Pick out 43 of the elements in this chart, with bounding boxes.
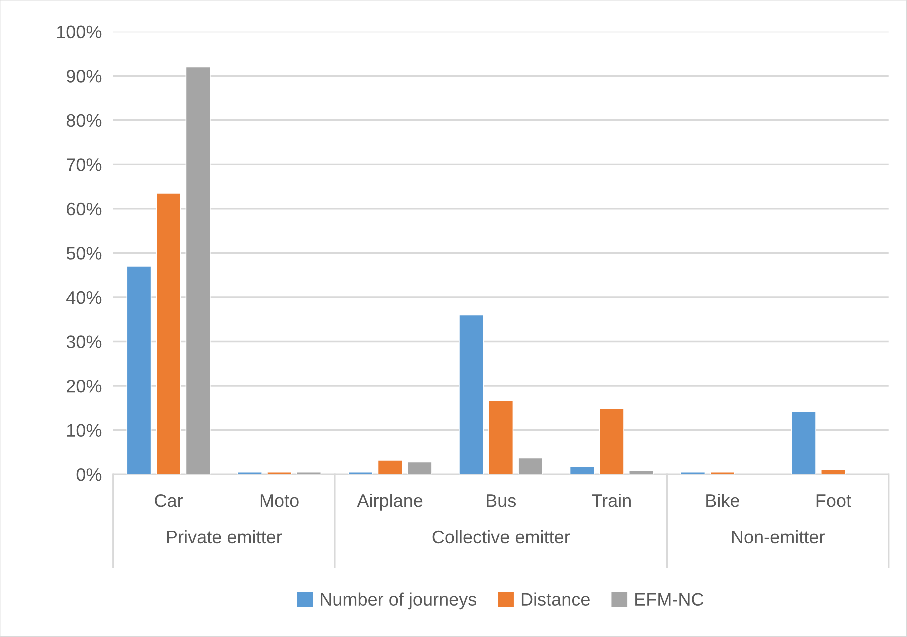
y-tick-label: 10% xyxy=(68,424,102,438)
y-tick-label: 20% xyxy=(67,380,102,393)
x-tick-label: Airplane xyxy=(357,494,423,511)
bar xyxy=(348,472,374,475)
y-tick-label: 60% xyxy=(67,202,102,216)
x-tick-label: Train xyxy=(592,494,631,508)
y-tick-label: 40% xyxy=(66,291,102,304)
bar xyxy=(570,466,595,475)
bar xyxy=(237,472,263,475)
y-tick-label: 30% xyxy=(66,336,102,348)
x-tick-label: Foot xyxy=(816,494,852,508)
x-tick-label: Bike xyxy=(706,494,740,508)
y-tick-label: 50% xyxy=(66,247,102,260)
legend-label: Distance xyxy=(522,592,590,606)
text: Collective emitter xyxy=(432,530,570,544)
bar xyxy=(488,400,514,475)
y-tick-label: 80% xyxy=(66,114,102,128)
bar xyxy=(628,470,654,475)
bar xyxy=(518,458,544,475)
y-tick-label: 0% xyxy=(76,468,102,482)
bar xyxy=(296,472,322,475)
bar xyxy=(186,66,211,475)
bar xyxy=(710,472,736,475)
text: Non-emitter xyxy=(732,530,825,544)
y-tick-label: 100% xyxy=(57,26,102,39)
legend-label: Number of journeys xyxy=(321,592,477,610)
bar xyxy=(126,266,152,475)
bar xyxy=(791,411,816,475)
bar xyxy=(599,408,624,475)
bar xyxy=(407,462,432,475)
bar xyxy=(378,460,403,475)
x-tick-label: Bus xyxy=(487,494,516,508)
y-tick-label: 70% xyxy=(67,158,102,172)
bar xyxy=(459,314,484,475)
x-tick-label: Moto xyxy=(260,494,299,508)
bar xyxy=(267,472,292,475)
bar xyxy=(156,193,182,475)
y-tick-label: 90% xyxy=(66,70,102,83)
bar xyxy=(680,472,706,475)
text: Private emitter xyxy=(167,530,282,544)
x-tick-label: Car xyxy=(155,494,184,508)
legend-label: EFM-NC xyxy=(636,593,704,606)
bar xyxy=(820,470,846,475)
